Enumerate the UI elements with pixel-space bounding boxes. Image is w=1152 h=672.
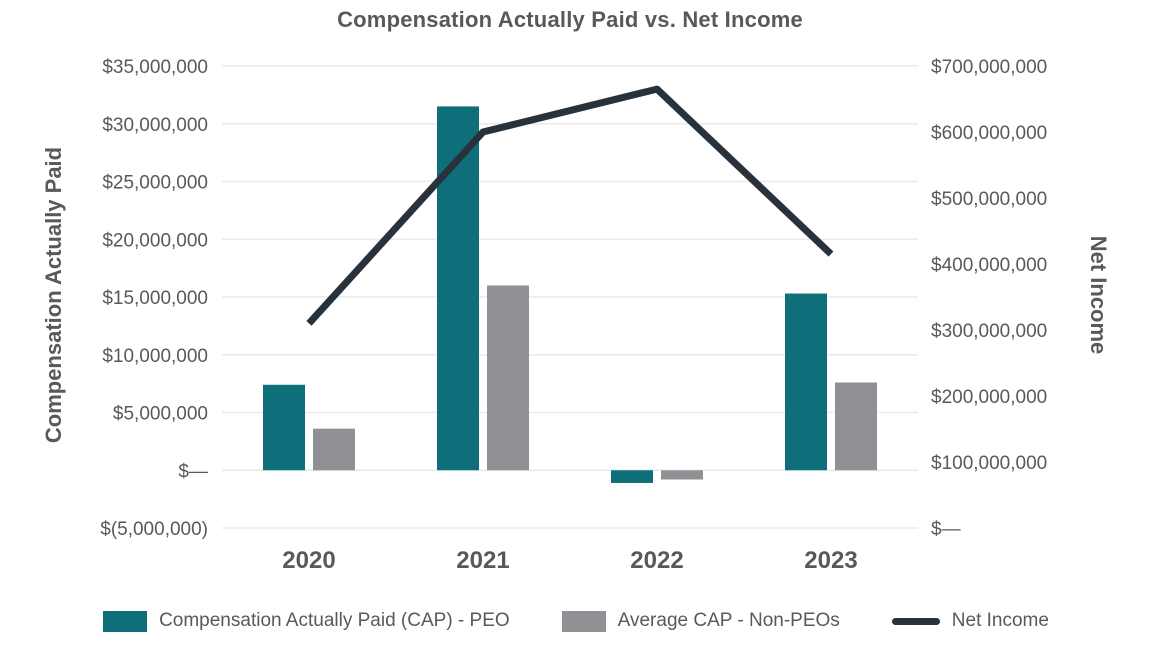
left-axis-tick-label: $(5,000,000) [100,519,208,540]
legend-item-net-income: Net Income [891,610,1049,632]
bar-compensation-actually-paid-cap-peo-2023 [785,293,827,471]
bar-average-cap-non-peos-2022 [661,470,703,480]
right-axis-tick-label: $300,000,000 [931,321,1047,342]
right-axis-tick-label: $500,000,000 [931,189,1047,210]
left-axis-tick-label: $15,000,000 [102,288,208,309]
left-axis-tick-label: $5,000,000 [113,404,208,425]
chart-title: Compensation Actually Paid vs. Net Incom… [337,7,803,32]
net-income-line [306,85,834,326]
left-axis-tick-label: $10,000,000 [102,346,208,367]
right-axis-tick-label: $— [931,519,961,540]
bar-average-cap-non-peos-2020 [313,428,355,471]
legend-item-cap-nonpeo: Average CAP - Non-PEOs [561,610,840,632]
left-axis-tick-label: $35,000,000 [102,57,208,78]
bar-compensation-actually-paid-cap-peo-2020 [263,384,305,471]
x-category-label: 2021 [456,547,509,574]
left-axis-tick-label: $30,000,000 [102,115,208,136]
legend-label-cap-peo: Compensation Actually Paid (CAP) - PEO [159,610,510,631]
x-category-label: 2020 [282,547,335,574]
left-axis-tick-label: $20,000,000 [102,230,208,251]
legend: Compensation Actually Paid (CAP) - PEO A… [0,610,1152,632]
right-axis-tick-label: $600,000,000 [931,123,1047,144]
bar-compensation-actually-paid-cap-peo-2021 [437,106,479,471]
bar-average-cap-non-peos-2023 [835,382,877,471]
legend-item-cap-peo: Compensation Actually Paid (CAP) - PEO [103,610,510,632]
x-category-label: 2022 [630,547,683,574]
left-axis-tick-label: $— [178,461,208,482]
right-axis-tick-label: $400,000,000 [931,255,1047,276]
legend-label-cap-nonpeo: Average CAP - Non-PEOs [617,610,840,631]
right-axis-tick-label: $100,000,000 [931,453,1047,474]
bar-average-cap-non-peos-2021 [487,285,529,471]
cap-peo-swatch-icon [103,610,148,632]
cap-nonpeo-swatch-icon [561,610,606,632]
bar-compensation-actually-paid-cap-peo-2022 [611,470,653,483]
x-category-label: 2023 [804,547,857,574]
right-axis-tick-label: $700,000,000 [931,57,1047,78]
right-axis-tick-label: $200,000,000 [931,387,1047,408]
net-income-line-swatch-icon [891,617,940,625]
left-axis-tick-label: $25,000,000 [102,173,208,194]
legend-label-net-income: Net Income [951,610,1049,631]
